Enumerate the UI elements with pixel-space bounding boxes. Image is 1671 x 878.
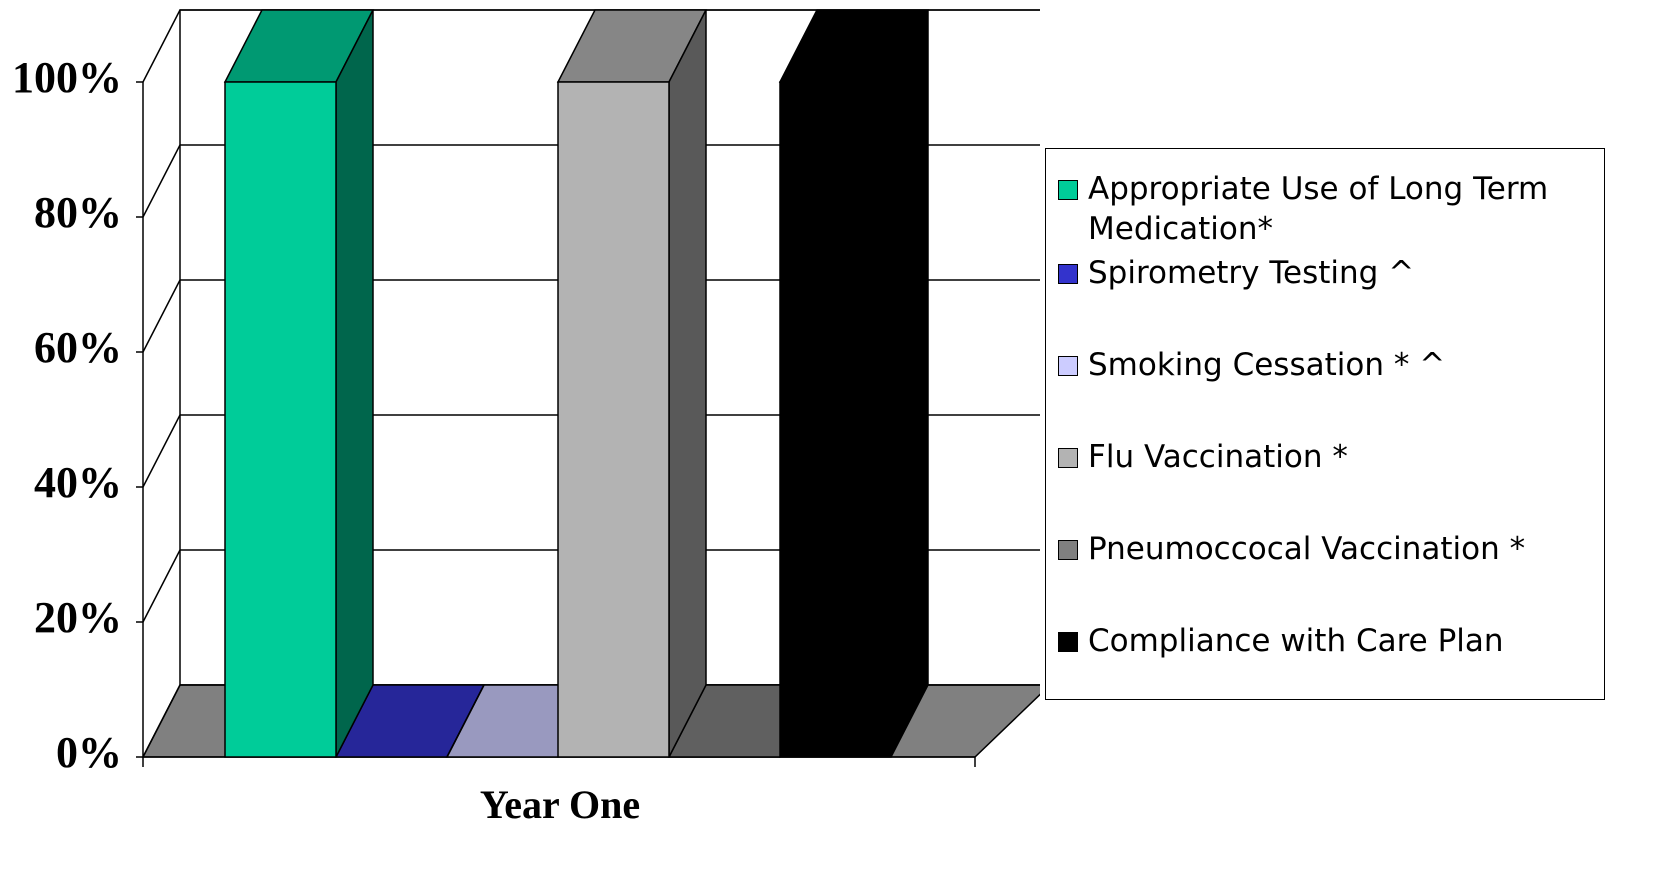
legend-entry: Spirometry Testing ^ [1058,253,1598,293]
legend-entry: Flu Vaccination * [1058,437,1598,477]
legend-entry: Compliance with Care Plan [1058,621,1598,661]
legend-label: Appropriate Use of Long Term Medication* [1088,171,1549,247]
grid-line [142,9,181,83]
legend-entry: Appropriate Use of Long Term Medication* [1058,169,1598,249]
y-tick-label: 0% [56,728,122,777]
y-tick-label: 40% [34,458,122,507]
legend-entry: Smoking Cessation * ^ [1058,345,1598,385]
bar-side [668,9,707,758]
bar [557,81,670,758]
y-tick-label: 80% [34,188,122,237]
grid-line [142,279,181,353]
bar-side [446,684,485,758]
grid-line [142,144,181,218]
grid-line [142,414,181,488]
grid-line [142,684,181,758]
legend-swatch [1058,540,1078,560]
y-tick-label: 20% [34,593,122,642]
y-tick-label: 100% [12,53,122,102]
x-axis-label: Year One [480,782,640,827]
legend-swatch [1058,448,1078,468]
legend-label: Pneumoccocal Vaccination * [1088,531,1526,567]
bar [779,81,892,758]
legend-label: Spirometry Testing ^ [1088,255,1415,291]
legend: Appropriate Use of Long Term Medication*… [1045,148,1605,700]
legend-swatch [1058,632,1078,652]
legend-label: Flu Vaccination * [1088,439,1348,475]
legend-swatch [1058,180,1078,200]
legend-entry: Pneumoccocal Vaccination * [1058,529,1598,569]
bar-side [890,9,929,758]
legend-swatch [1058,264,1078,284]
chart: Year One 0% 20% 40% 60% 80% 100% [12,9,1040,827]
legend-label: Compliance with Care Plan [1088,623,1504,659]
y-tick-label: 60% [34,323,122,372]
grid-line [142,549,181,623]
bar-side [335,9,374,758]
bar [224,81,337,758]
legend-swatch [1058,356,1078,376]
legend-label: Smoking Cessation * ^ [1088,347,1446,383]
